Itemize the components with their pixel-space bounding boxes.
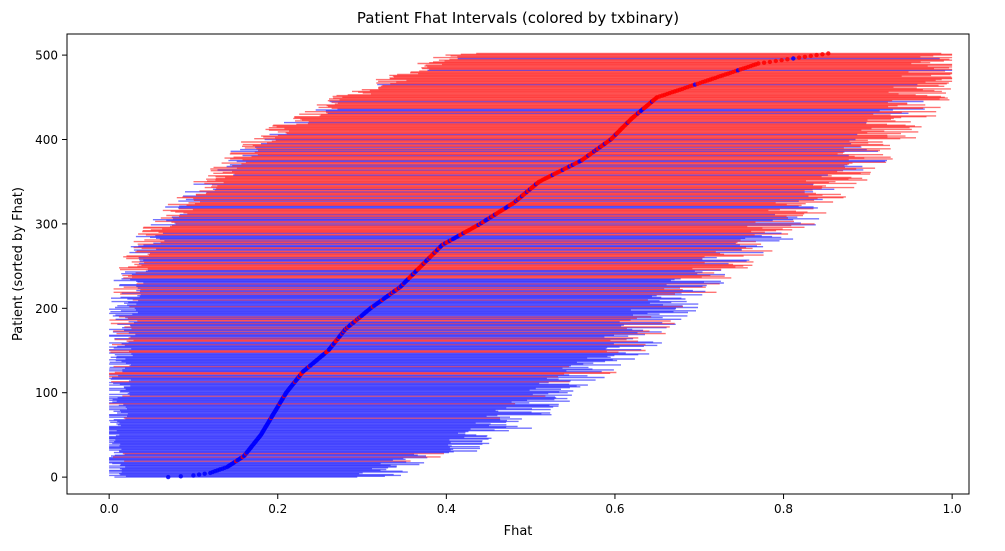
fhat-point [191, 473, 196, 478]
x-tick-label: 0.8 [774, 502, 793, 516]
fhat-point [820, 52, 825, 57]
fhat-point [814, 52, 819, 58]
fhat-point [779, 58, 784, 63]
y-tick-label: 500 [35, 49, 58, 63]
interval-lines [109, 52, 953, 478]
plot-area [109, 51, 953, 480]
fhat-points [166, 51, 831, 480]
x-axis-label: Fhat [504, 524, 533, 539]
axes-frame [66, 33, 970, 495]
y-axis-label: Patient (sorted by Fhat) [11, 187, 26, 341]
fhat-point [166, 474, 171, 480]
y-tick-label: 300 [35, 217, 58, 231]
fhat-point [802, 54, 808, 59]
chart-title: Patient Fhat Intervals (colored by txbin… [357, 9, 679, 27]
y-tick-label: 200 [35, 302, 58, 316]
fhat-point [791, 56, 796, 61]
y-tick-label: 100 [35, 386, 58, 400]
y-tick-label: 400 [35, 133, 58, 147]
fhat-point [756, 61, 761, 66]
x-tick-label: 0.2 [268, 502, 287, 516]
fhat-point [767, 59, 773, 65]
fhat-point [808, 53, 813, 59]
x-tick-label: 0.6 [605, 502, 624, 516]
x-tick-label: 0.0 [100, 502, 119, 516]
x-tick-label: 1.0 [943, 502, 962, 516]
fhat-point [773, 58, 778, 64]
fhat-point [826, 51, 831, 56]
y-axis: 0 100 200 300 400 500 [35, 49, 67, 485]
fhat-point [785, 57, 790, 62]
x-axis: 0.0 0.2 0.4 0.6 0.8 1.0 [100, 494, 962, 516]
fhat-point [796, 55, 802, 60]
fhat-point [202, 471, 207, 476]
y-tick-label: 0 [50, 471, 58, 485]
fhat-point [196, 472, 202, 477]
fhat-point [178, 474, 183, 479]
x-tick-label: 0.4 [437, 502, 456, 516]
fhat-point [761, 60, 767, 65]
